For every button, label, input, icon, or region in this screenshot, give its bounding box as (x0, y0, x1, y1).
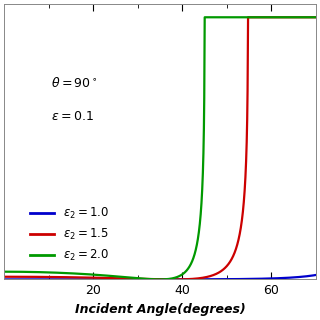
Text: $\varepsilon = 0.1$: $\varepsilon = 0.1$ (51, 110, 94, 123)
X-axis label: Incident Angle(degrees): Incident Angle(degrees) (75, 303, 245, 316)
Text: $\theta = 90^\circ$: $\theta = 90^\circ$ (51, 76, 98, 90)
Legend: $\epsilon_2 = 1.0$, $\epsilon_2 = 1.5$, $\epsilon_2 = 2.0$: $\epsilon_2 = 1.0$, $\epsilon_2 = 1.5$, … (26, 202, 114, 268)
